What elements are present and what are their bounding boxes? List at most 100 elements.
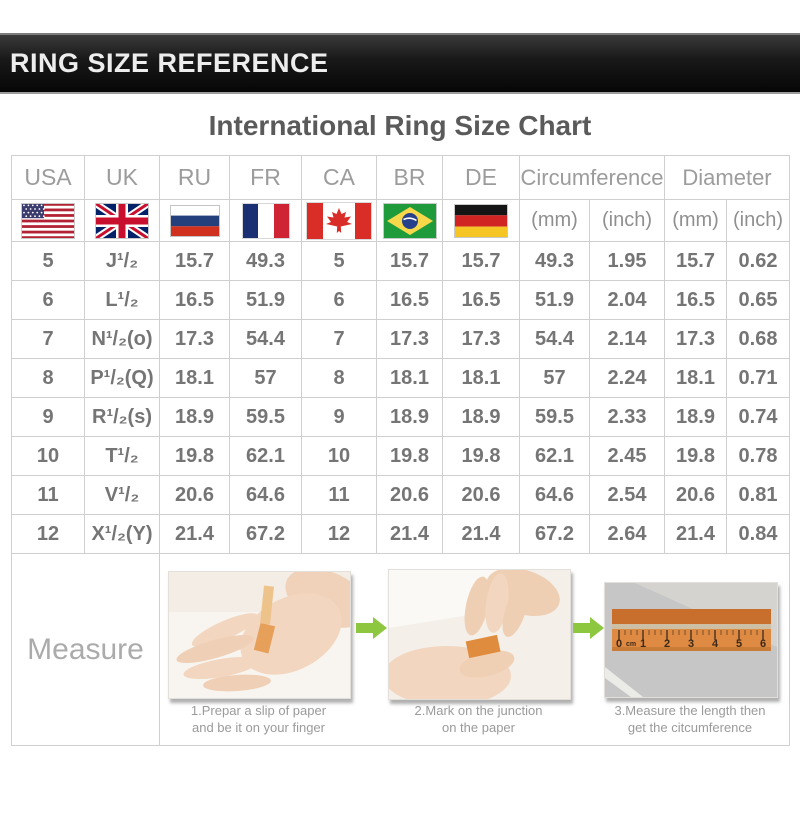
us-flag-icon bbox=[11, 199, 85, 242]
size-cell: 6 bbox=[11, 280, 85, 320]
size-cell: 0.74 bbox=[726, 397, 791, 437]
size-cell: 2.64 bbox=[588, 514, 666, 554]
size-cell: 51.9 bbox=[519, 280, 590, 320]
measure-row: Measure bbox=[11, 553, 791, 746]
br-flag-icon bbox=[376, 199, 443, 242]
measure-steps: 0 cm 1 2 3 4 5 6 1.Prepar a slip of bbox=[158, 553, 791, 746]
size-cell: 20.6 bbox=[376, 475, 443, 515]
ruler-number: 2 bbox=[664, 638, 670, 650]
size-row: 12 X¹/₂(Y) 21.4 67.2 12 21.4 21.4 67.2 2.64 21.4 0… bbox=[11, 514, 791, 554]
mark-paper-illustration bbox=[389, 570, 570, 699]
size-cell: 54.4 bbox=[519, 319, 590, 359]
column-header-de: DE bbox=[442, 155, 520, 200]
circumference-inch-header: (inch) bbox=[588, 199, 666, 242]
size-cell: 67.2 bbox=[519, 514, 590, 554]
size-cell: 17.3 bbox=[376, 319, 443, 359]
size-cell: 59.5 bbox=[229, 397, 302, 437]
size-cell: J¹/₂ bbox=[84, 241, 160, 281]
diameter-mm-header: (mm) bbox=[664, 199, 728, 242]
ruler-number: 6 bbox=[760, 638, 766, 650]
size-cell: 18.1 bbox=[664, 358, 728, 398]
size-cell: 18.9 bbox=[664, 397, 728, 437]
country-code-row: USA UK RU FR CA BR DE Circumference Diam… bbox=[11, 155, 791, 200]
size-row: 5 J¹/₂ 15.7 49.3 5 15.7 15.7 49.3 1.95 15.7 0.62 bbox=[11, 241, 791, 281]
size-cell: 12 bbox=[11, 514, 85, 554]
size-cell: 18.1 bbox=[442, 358, 520, 398]
size-cell: 11 bbox=[301, 475, 377, 515]
arrow-right-icon bbox=[573, 617, 604, 639]
size-cell: 10 bbox=[301, 436, 377, 476]
size-cell: 18.1 bbox=[376, 358, 443, 398]
step2-caption: 2.Mark on the junction on the paper bbox=[414, 703, 543, 735]
size-cell: 15.7 bbox=[442, 241, 520, 281]
size-cell: 21.4 bbox=[664, 514, 728, 554]
size-cell: 16.5 bbox=[442, 280, 520, 320]
size-cell: 17.3 bbox=[442, 319, 520, 359]
size-cell: 19.8 bbox=[664, 436, 728, 476]
size-cell: 0.81 bbox=[726, 475, 791, 515]
size-row: 7 N¹/₂(o) 17.3 54.4 7 17.3 17.3 54.4 2.14 17.3 0.6… bbox=[11, 319, 791, 359]
size-cell: 18.1 bbox=[159, 358, 230, 398]
size-cell: 16.5 bbox=[664, 280, 728, 320]
size-cell: 5 bbox=[301, 241, 377, 281]
size-cell: 19.8 bbox=[159, 436, 230, 476]
size-cell: 21.4 bbox=[442, 514, 520, 554]
size-cell: 62.1 bbox=[229, 436, 302, 476]
column-header-ru: RU bbox=[159, 155, 230, 200]
arrow-right-icon bbox=[356, 617, 387, 639]
size-cell: 2.54 bbox=[588, 475, 666, 515]
size-cell: 15.7 bbox=[159, 241, 230, 281]
size-cell: 8 bbox=[301, 358, 377, 398]
size-row: 8 P¹/₂(Q) 18.1 57 8 18.1 18.1 57 2.24 18.1 0.71 bbox=[11, 358, 791, 398]
size-cell: T¹/₂ bbox=[84, 436, 160, 476]
size-cell: 59.5 bbox=[519, 397, 590, 437]
ruler-number: 5 bbox=[736, 638, 742, 650]
size-cell: 20.6 bbox=[442, 475, 520, 515]
size-cell: 9 bbox=[301, 397, 377, 437]
size-cell: 15.7 bbox=[664, 241, 728, 281]
column-header-br: BR bbox=[376, 155, 443, 200]
measure-label: Measure bbox=[11, 553, 160, 746]
flag-row: (mm) (inch) (mm) (inch) bbox=[11, 199, 791, 242]
header-bar-title: RING SIZE REFERENCE bbox=[10, 48, 329, 78]
size-cell: 1.95 bbox=[588, 241, 666, 281]
size-cell: 62.1 bbox=[519, 436, 590, 476]
fr-flag-icon bbox=[229, 199, 302, 242]
ring-size-table: USA UK RU FR CA BR DE Circumference Diam… bbox=[11, 155, 791, 746]
circumference-mm-header: (mm) bbox=[519, 199, 590, 242]
ruler-number: 4 bbox=[712, 638, 719, 650]
size-cell: 6 bbox=[301, 280, 377, 320]
step1-photo bbox=[168, 571, 351, 699]
ru-flag-icon bbox=[159, 199, 230, 242]
size-row: 9 R¹/₂(s) 18.9 59.5 9 18.9 18.9 59.5 2.33 18.9 0.7… bbox=[11, 397, 791, 437]
column-header-circumference: Circumference bbox=[518, 155, 666, 200]
size-cell: 15.7 bbox=[376, 241, 443, 281]
step3-photo: 0 cm 1 2 3 4 5 6 bbox=[604, 582, 778, 698]
size-cell: 8 bbox=[11, 358, 85, 398]
step3-caption: 3.Measure the length then get the citcum… bbox=[614, 703, 766, 735]
column-header-ca: CA bbox=[301, 155, 377, 200]
size-cell: 64.6 bbox=[519, 475, 590, 515]
size-cell: 57 bbox=[229, 358, 302, 398]
size-cell: N¹/₂(o) bbox=[84, 319, 160, 359]
hand-with-paper-illustration bbox=[169, 572, 350, 698]
size-cell: 0.65 bbox=[726, 280, 791, 320]
size-cell: 2.33 bbox=[588, 397, 666, 437]
ruler-number: 1 bbox=[640, 638, 646, 650]
size-cell: 0.71 bbox=[726, 358, 791, 398]
size-cell: 16.5 bbox=[376, 280, 443, 320]
size-cell: 5 bbox=[11, 241, 85, 281]
size-cell: 2.04 bbox=[588, 280, 666, 320]
uk-flag-icon bbox=[84, 199, 160, 242]
size-cell: 11 bbox=[11, 475, 85, 515]
size-cell: 0.78 bbox=[726, 436, 791, 476]
size-cell: 2.24 bbox=[588, 358, 666, 398]
de-flag-icon bbox=[442, 199, 520, 242]
size-cell: 49.3 bbox=[229, 241, 302, 281]
size-cell: 7 bbox=[11, 319, 85, 359]
size-cell: 16.5 bbox=[159, 280, 230, 320]
size-cell: 9 bbox=[11, 397, 85, 437]
size-cell: 2.45 bbox=[588, 436, 666, 476]
size-cell: 64.6 bbox=[229, 475, 302, 515]
column-header-usa: USA bbox=[11, 155, 85, 200]
